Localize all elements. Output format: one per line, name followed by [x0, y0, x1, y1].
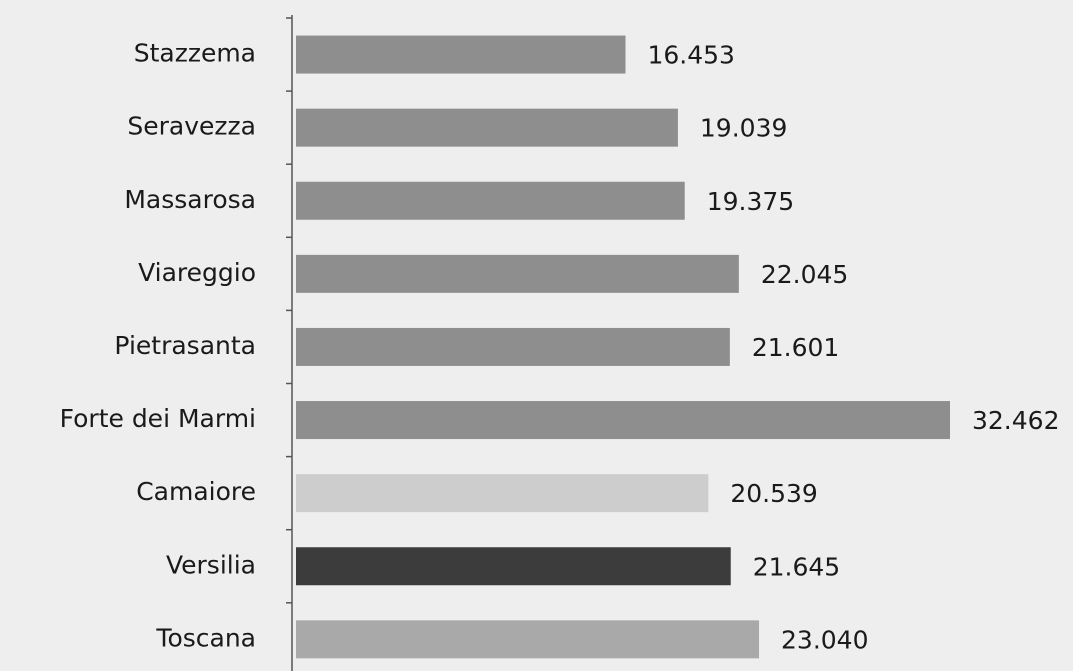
- value-label: 23.040: [781, 625, 868, 654]
- value-label: 32.462: [972, 406, 1059, 435]
- bar: [296, 181, 685, 220]
- bar: [296, 35, 626, 74]
- value-label: 19.039: [700, 114, 787, 143]
- value-label: 16.453: [647, 41, 734, 70]
- bar: [296, 327, 730, 366]
- category-label: Viareggio: [138, 258, 256, 287]
- value-label: 21.601: [752, 333, 839, 362]
- category-label: Stazzema: [134, 39, 256, 68]
- value-label: 22.045: [761, 260, 848, 289]
- category-label: Seravezza: [127, 112, 256, 141]
- bar: [296, 401, 950, 440]
- value-label: 21.645: [753, 552, 840, 581]
- value-label: 19.375: [707, 187, 794, 216]
- value-label: 20.539: [730, 479, 817, 508]
- category-label: Toscana: [155, 623, 256, 652]
- category-label: Massarosa: [124, 185, 256, 214]
- category-label: Pietrasanta: [114, 331, 256, 360]
- bar: [296, 547, 731, 586]
- bar: [296, 254, 739, 293]
- bar: [296, 620, 760, 659]
- category-label: Versilia: [166, 550, 256, 579]
- category-label: Camaiore: [136, 477, 256, 506]
- category-label: Forte dei Marmi: [60, 404, 256, 433]
- bar: [296, 474, 709, 513]
- bar: [296, 108, 678, 147]
